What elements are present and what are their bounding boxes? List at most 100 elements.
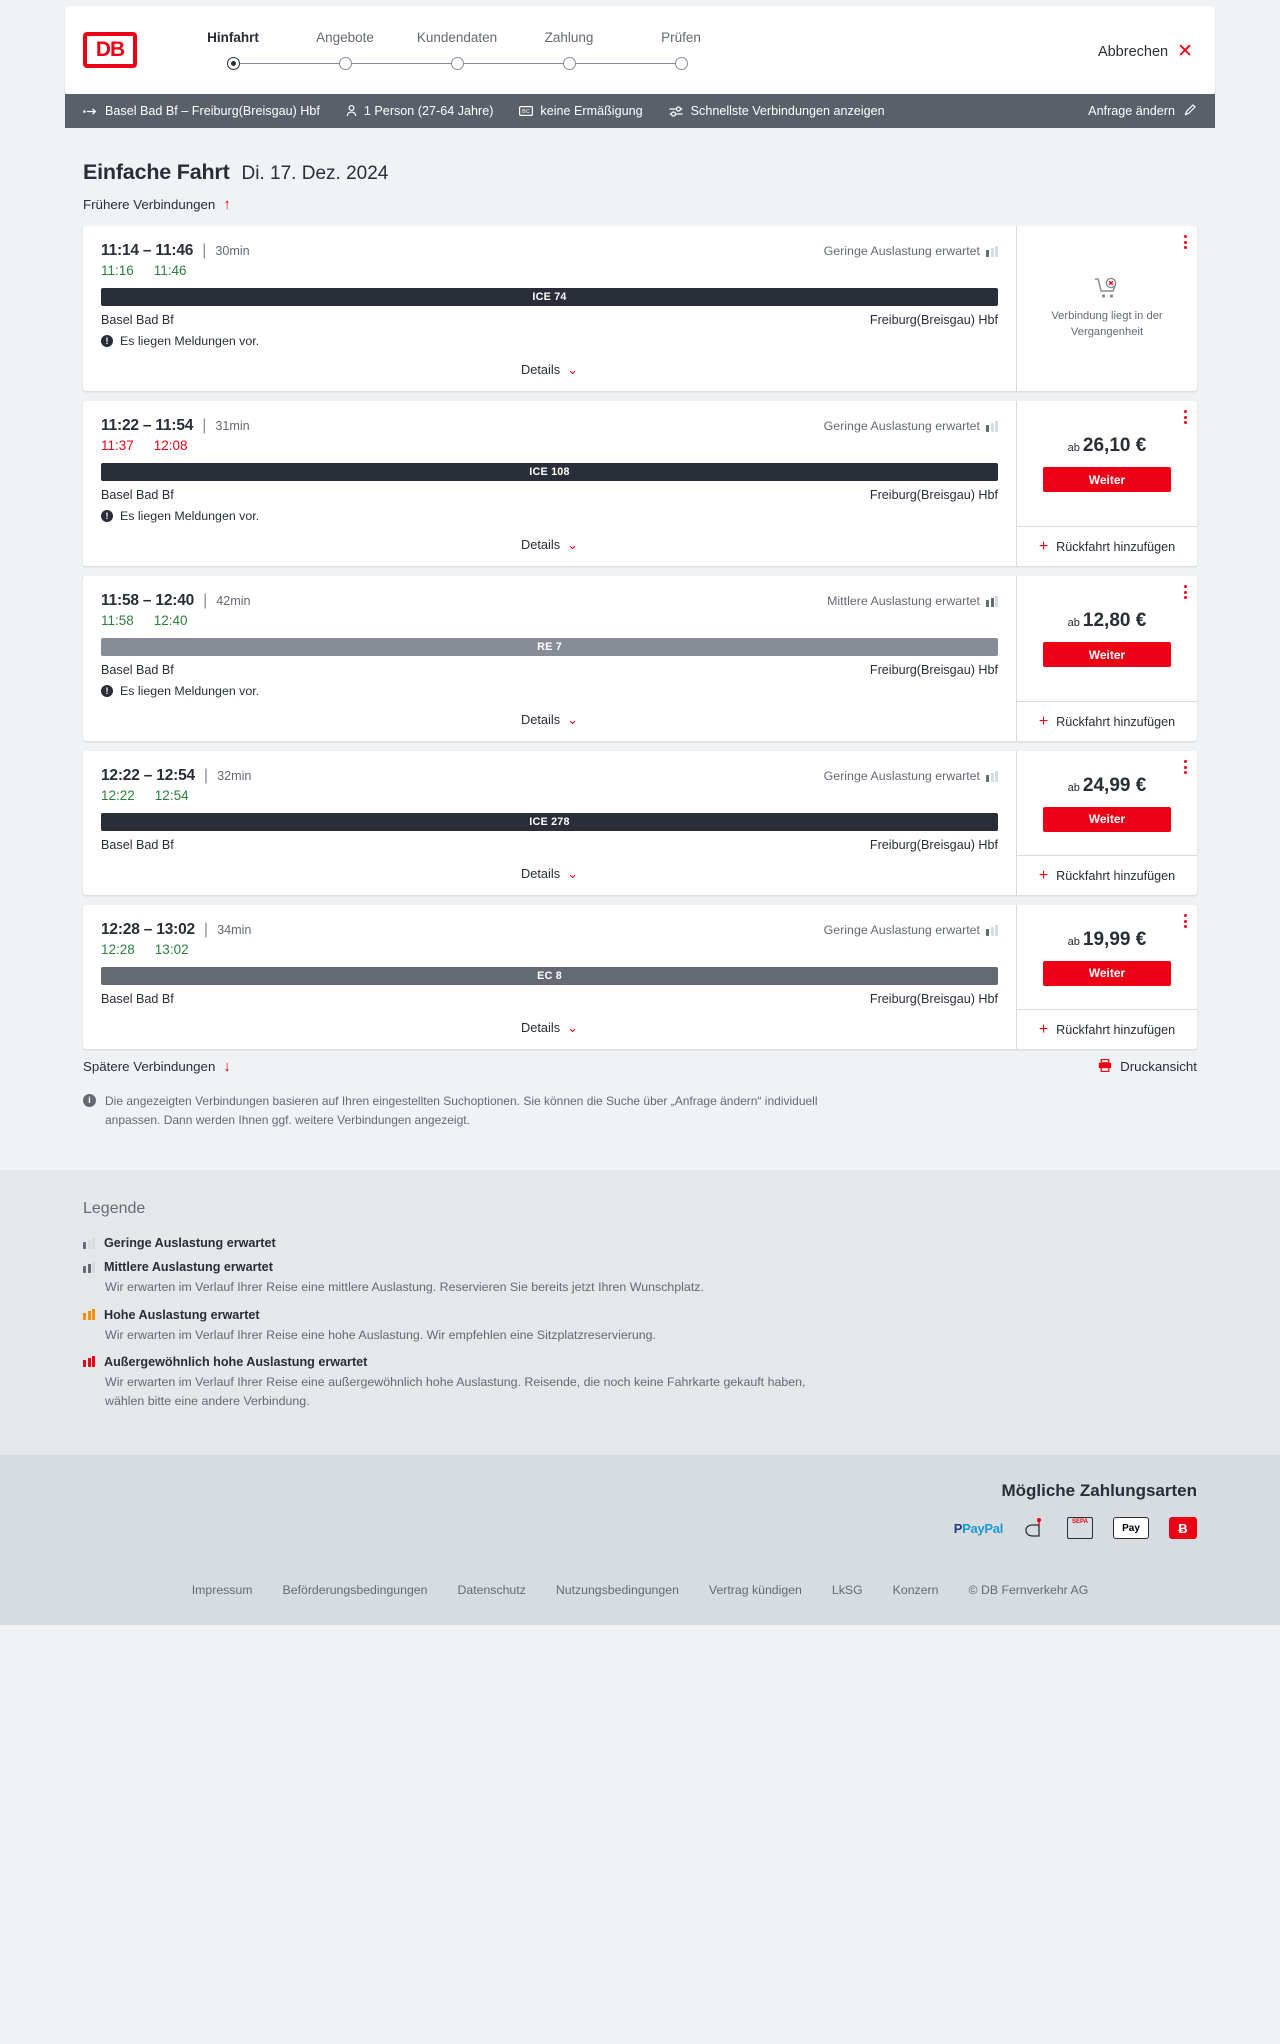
connection-header: 12:28 – 13:02 | 34min Geringe Auslastung er… [101, 921, 998, 939]
connection-card[interactable]: 11:58 – 12:40 | 42min Mittlere Auslastung e… [83, 576, 1197, 741]
details-toggle[interactable]: Details ⌄ [101, 362, 998, 377]
cart-removed-icon [1031, 277, 1183, 303]
details-label: Details [520, 362, 561, 377]
footer-link[interactable]: Datenschutz [457, 1583, 526, 1598]
checkout-stepper: Hinfahrt Angebote Kundendaten Zahlung Prüfen [177, 30, 737, 70]
payments: Mögliche Zahlungsarten P PayPal SEPA Pay … [65, 1481, 1215, 1540]
footer-link[interactable]: Impressum [191, 1583, 253, 1598]
cancel-button[interactable]: Abbrechen ✕ [1098, 42, 1193, 61]
station-to: Freiburg(Breisgau) Hbf [869, 838, 998, 852]
connection-duration: 32min [217, 769, 252, 783]
criteria-discount[interactable]: BC keine Ermäßigung [519, 104, 643, 118]
details-label: Details [520, 537, 561, 552]
warning-icon: ! [101, 685, 113, 697]
earlier-connections-button[interactable]: Frühere Verbindungen ↑ [83, 197, 231, 212]
connection-details: 11:58 – 12:40 | 42min Mittlere Auslastung e… [83, 576, 1017, 741]
criteria-options[interactable]: Schnellste Verbindungen anzeigen [669, 104, 885, 118]
connection-price: ab 24,99 € [1068, 775, 1147, 797]
connection-card[interactable]: 12:28 – 13:02 | 34min Geringe Auslastung er… [83, 905, 1197, 1049]
footer-region: Impressum Beförderungsbedingungen Datensch… [0, 1567, 1280, 1626]
add-return-button[interactable]: + Rückfahrt hinzufügen [1017, 1009, 1197, 1049]
print-view-button[interactable]: Druckansicht [1098, 1059, 1197, 1074]
step-label: Hinfahrt [207, 30, 259, 45]
step-prüfen[interactable]: Prüfen [625, 30, 737, 70]
realtime-arrival: 12:54 [154, 788, 189, 803]
train-bar: RE 7 [101, 638, 998, 656]
connection-status-panel: Verbindung liegt in der Vergangenheit [1017, 226, 1197, 391]
details-toggle[interactable]: Details ⌄ [101, 1020, 998, 1035]
connection-card[interactable]: 11:22 – 11:54 | 31min Geringe Auslastung er… [83, 401, 1197, 566]
step-zahlung[interactable]: Zahlung [513, 30, 681, 70]
details-toggle[interactable]: Details ⌄ [101, 537, 998, 552]
connection-message: ! Es liegen Meldungen vor. [101, 334, 998, 348]
legend-item-label: Mittlere Auslastung erwartet [104, 1260, 273, 1275]
later-connections-button[interactable]: Spätere Verbindungen ↓ [83, 1059, 231, 1074]
station-from: Basel Bad Bf [101, 992, 174, 1006]
connection-details: 12:28 – 13:02 | 34min Geringe Auslastung er… [83, 905, 1017, 1049]
footer-link[interactable]: Konzern [892, 1583, 939, 1598]
continue-button[interactable]: Weiter [1043, 960, 1171, 986]
add-return-label: Rückfahrt hinzufügen [1056, 714, 1176, 729]
legend-region: Legende Geringe Auslastung erwartet Mittl… [0, 1170, 1280, 1456]
connection-header: 11:14 – 11:46 | 30min Geringe Auslastung er… [101, 242, 998, 260]
step-dot-icon [338, 57, 352, 70]
more-options-icon[interactable] [1184, 585, 1187, 599]
legend-item: Geringe Auslastung erwartet [83, 1236, 1197, 1250]
criteria-route[interactable]: Basel Bad Bf – Freiburg(Breisgau) Hbf [83, 104, 320, 118]
realtime-times: 11:16 11:46 [101, 263, 998, 278]
svg-text:BC: BC [523, 109, 531, 115]
more-options-icon[interactable] [1184, 760, 1187, 774]
plus-icon: + [1038, 1020, 1049, 1038]
chevron-down-icon: ⌄ [567, 362, 579, 377]
criteria-passengers[interactable]: 1 Person (27-64 Jahre) [346, 104, 493, 118]
more-options-icon[interactable] [1184, 410, 1187, 424]
edit-request-button[interactable]: Anfrage ändern [1088, 103, 1197, 119]
sepa-icon: SEPA [1067, 1517, 1093, 1540]
footer-link[interactable]: Nutzungsbedingungen [555, 1583, 679, 1598]
occupancy-bars-icon [83, 1237, 95, 1249]
add-return-button[interactable]: + Rückfahrt hinzufügen [1017, 855, 1197, 895]
footer-link[interactable]: Beförderungsbedingungen [282, 1583, 428, 1598]
time-separator: | [202, 242, 207, 259]
connection-duration: 31min [215, 419, 250, 433]
chevron-down-icon: ⌄ [567, 866, 579, 881]
continue-button[interactable]: Weiter [1043, 642, 1171, 667]
details-toggle[interactable]: Details ⌄ [101, 712, 998, 727]
step-kundendaten[interactable]: Kundendaten [401, 30, 569, 70]
connection-message-text: Es liegen Meldungen vor. [120, 334, 260, 348]
occupancy-bars-icon [986, 595, 998, 607]
legend-item-desc: Wir erwarten im Verlauf Ihrer Reise eine… [105, 1327, 656, 1342]
continue-button[interactable]: Weiter [1043, 806, 1171, 832]
footer-link[interactable]: LkSG [831, 1583, 863, 1598]
add-return-button[interactable]: + Rückfahrt hinzufügen [1017, 526, 1197, 566]
step-hinfahrt[interactable]: Hinfahrt [177, 30, 345, 70]
details-toggle[interactable]: Details ⌄ [101, 866, 998, 881]
connection-list: 11:14 – 11:46 | 30min Geringe Auslastung er… [83, 226, 1197, 1049]
realtime-times: 12:28 13:02 [101, 942, 998, 957]
step-angebote[interactable]: Angebote [289, 30, 457, 70]
add-return-button[interactable]: + Rückfahrt hinzufügen [1017, 701, 1197, 741]
arrow-up-icon: ↑ [223, 196, 231, 213]
pencil-icon [1184, 103, 1197, 119]
more-options-icon[interactable] [1184, 235, 1187, 249]
more-options-icon[interactable] [1184, 914, 1187, 928]
connection-times: 11:14 – 11:46 [101, 242, 194, 259]
station-to: Freiburg(Breisgau) Hbf [869, 313, 998, 327]
printer-icon [1098, 1059, 1112, 1074]
step-label: Prüfen [661, 30, 701, 45]
realtime-departure: 11:58 [101, 613, 134, 628]
continue-button[interactable]: Weiter [1043, 467, 1171, 492]
occupancy-bars-icon [986, 420, 998, 432]
connection-card[interactable]: 12:22 – 12:54 | 32min Geringe Auslastung er… [83, 751, 1197, 895]
warning-icon: ! [101, 510, 113, 522]
price-value: 26,10 € [1082, 435, 1147, 456]
main-content: Einfache Fahrt Di. 17. Dez. 2024 Frühere… [65, 128, 1215, 1130]
legend-item-head: Hohe Auslastung erwartet [83, 1308, 1197, 1322]
giropay-hand-icon [1023, 1517, 1047, 1539]
details-label: Details [520, 866, 561, 881]
step-dot-icon [674, 57, 688, 70]
footer-link[interactable]: Vertrag kündigen [708, 1583, 802, 1598]
legend-item-desc: Wir erwarten im Verlauf Ihrer Reise eine… [105, 1374, 806, 1409]
connection-card[interactable]: 11:14 – 11:46 | 30min Geringe Auslastung er… [83, 226, 1197, 391]
legend-item-head: Geringe Auslastung erwartet [83, 1236, 1197, 1250]
